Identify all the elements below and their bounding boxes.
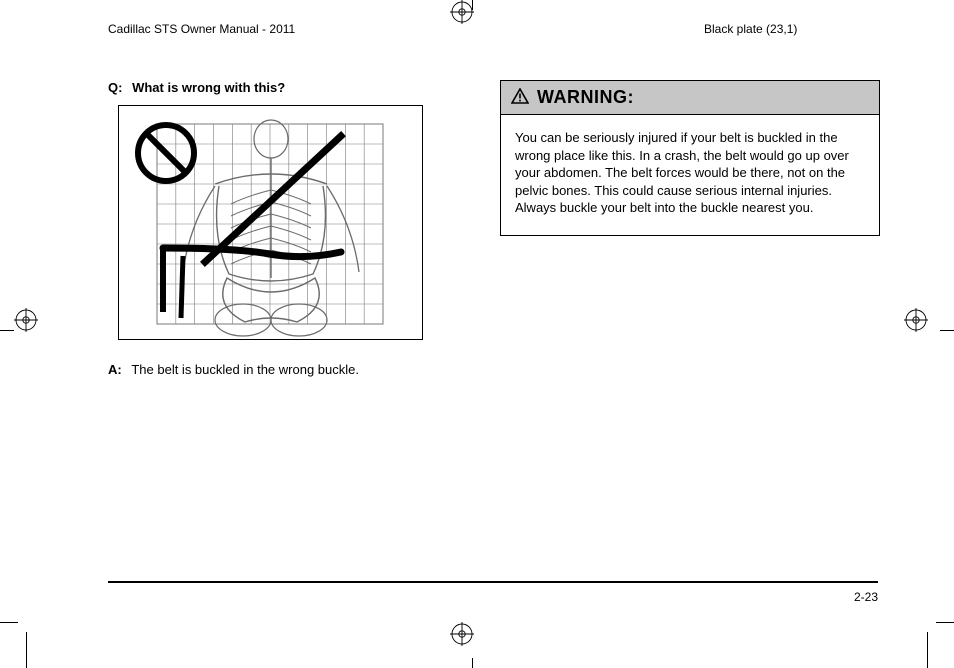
crop-tick-br-h	[936, 622, 954, 623]
seatbelt-wrong-figure	[118, 105, 423, 340]
manual-page: Cadillac STS Owner Manual - 2011 Black p…	[0, 0, 954, 668]
regmark-top	[450, 0, 474, 24]
a-label: A:	[108, 362, 122, 377]
a-text: The belt is buckled in the wrong buckle.	[131, 362, 359, 377]
q-label: Q:	[108, 80, 122, 95]
warning-body: You can be seriously injured if your bel…	[501, 115, 879, 235]
regmark-bottom	[450, 622, 474, 646]
crop-tick-br-v	[927, 632, 928, 668]
regmark-right	[904, 308, 928, 332]
crop-tick-left	[0, 330, 14, 331]
left-column: Q: What is wrong with this? A: The belt …	[108, 80, 478, 377]
warning-triangle-icon	[511, 88, 529, 108]
crop-tick-right	[940, 330, 954, 331]
crop-tick-top	[472, 0, 473, 10]
header-right: Black plate (23,1)	[704, 22, 797, 36]
right-column: WARNING: You can be seriously injured if…	[500, 80, 880, 236]
crop-tick-bl-h	[0, 622, 18, 623]
regmark-left	[14, 308, 38, 332]
figure-svg	[119, 106, 422, 339]
question-line: Q: What is wrong with this?	[108, 80, 478, 95]
crop-tick-bl-v	[26, 632, 27, 668]
footer-rule	[108, 581, 878, 583]
warning-header: WARNING:	[501, 81, 879, 115]
header-left: Cadillac STS Owner Manual - 2011	[108, 22, 295, 36]
answer-line: A: The belt is buckled in the wrong buck…	[108, 362, 478, 377]
warning-title: WARNING:	[537, 87, 634, 108]
warning-box: WARNING: You can be seriously injured if…	[500, 80, 880, 236]
crop-tick-bottom	[472, 658, 473, 668]
page-number: 2-23	[854, 590, 878, 604]
q-text: What is wrong with this?	[132, 80, 285, 95]
